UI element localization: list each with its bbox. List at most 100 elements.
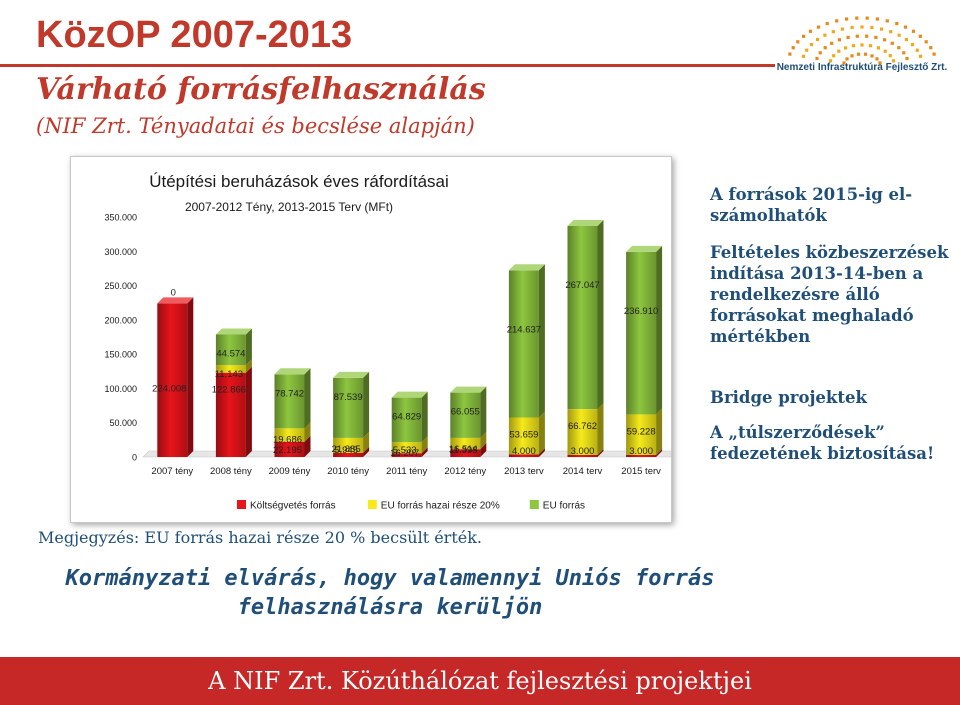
bar-top <box>450 386 487 393</box>
logo-dot <box>889 30 893 34</box>
data-label: 4.000 <box>512 446 536 457</box>
bar-segment <box>274 428 305 442</box>
bar-segment-side <box>597 448 604 457</box>
bar-segment-side <box>304 435 311 457</box>
data-label: 3.000 <box>629 446 653 457</box>
data-label: 267.047 <box>565 280 599 291</box>
legend-label: EU forrás <box>543 501 585 512</box>
bar-segment <box>567 454 598 457</box>
y-tick-label: 350.000 <box>104 213 137 223</box>
data-label: 21.885 <box>332 444 361 455</box>
page-subtitle-source: (NIF Zrt. Tényadatai és becslése alapján… <box>36 114 475 138</box>
nif-logo-icon <box>788 16 936 65</box>
bar-segment <box>215 334 246 366</box>
logo-dot <box>796 40 800 44</box>
page-subtitle: Várható forrásfelhasználás <box>36 72 486 107</box>
bar-segment-side <box>363 446 370 457</box>
logo-dot <box>840 27 844 31</box>
logo-dot <box>891 59 896 63</box>
bar-segment <box>215 372 246 457</box>
logo-dot <box>837 38 841 42</box>
bar-segment <box>274 441 305 457</box>
logo-dot <box>924 40 928 44</box>
x-tick-label: 2014 terv <box>563 466 603 477</box>
bar-segment-side <box>421 447 428 457</box>
x-tick-label: 2010 tény <box>327 466 369 477</box>
bar-top <box>274 368 311 375</box>
bar-segment <box>391 442 422 454</box>
bar-segment-side <box>480 386 487 438</box>
side-note-deadline: A források 2015-ig el-számolhatók <box>710 185 913 225</box>
page-title: KözOP 2007-2013 <box>36 14 353 56</box>
logo-dot <box>828 59 833 63</box>
y-tick-label: 0 <box>132 453 137 463</box>
data-label: 214.637 <box>507 324 541 335</box>
logo-dot <box>855 34 859 38</box>
bar-segment <box>391 453 422 457</box>
logo-dot <box>903 25 908 29</box>
logo-dot <box>860 25 864 29</box>
logo-dot <box>919 54 923 58</box>
data-label: 5.945 <box>334 445 358 456</box>
chart-panel: Útépítési beruházások éves ráfordításai 2… <box>70 156 672 523</box>
bar-segment-side <box>597 403 604 455</box>
bar-segment-side <box>245 366 252 457</box>
logo-dot <box>823 46 827 50</box>
logo-dot <box>846 35 850 39</box>
bar-segment-side <box>656 408 663 455</box>
data-label: 64.829 <box>392 412 421 423</box>
logo-dot <box>791 46 795 50</box>
bar-segment-side <box>187 297 194 457</box>
bar-segment-side <box>656 245 663 415</box>
bar-segment-side <box>656 448 663 457</box>
logo-dot <box>865 16 869 20</box>
data-label: 87.539 <box>334 392 363 403</box>
logo-dot <box>850 54 854 58</box>
bar-segment <box>626 251 657 415</box>
stacked-bar-chart: Útépítési beruházások éves ráfordításai 2… <box>104 172 671 512</box>
logo-dot <box>880 27 884 31</box>
logo-dot <box>837 49 841 53</box>
legend-swatch <box>529 500 539 509</box>
bar-segment-side <box>304 422 311 442</box>
bar-segment <box>508 454 539 457</box>
bar-top <box>567 220 604 227</box>
x-tick-label: 2008 tény <box>210 466 252 477</box>
logo-dot <box>815 56 819 61</box>
logo-dot <box>850 25 854 30</box>
bar-top <box>333 371 370 378</box>
bar-segment <box>508 270 539 418</box>
logo-dot <box>825 22 829 26</box>
bar-segment-side <box>304 368 311 429</box>
x-tick-label: 2015 terv <box>621 466 661 477</box>
logo-dot <box>868 44 873 48</box>
logo-dot <box>823 33 827 37</box>
legend-swatch <box>367 500 377 509</box>
y-tick-label: 200.000 <box>104 315 137 325</box>
bar-segment-side <box>597 220 604 410</box>
logo-dot <box>845 17 849 21</box>
data-label: 16.514 <box>449 444 478 455</box>
logo-dot <box>874 35 878 39</box>
bar-segment-side <box>538 264 545 418</box>
logo-dot <box>870 54 874 58</box>
data-label: 0 <box>171 287 176 298</box>
bar-segment-side <box>421 436 428 454</box>
logo-dot <box>802 34 806 38</box>
bar-segment-side <box>538 448 545 457</box>
side-note-procurement: Feltételes közbeszerzések indítása 2013-… <box>710 243 949 346</box>
logo-dot <box>911 29 916 33</box>
bar-segment <box>391 397 422 443</box>
bar-segment <box>333 437 364 453</box>
y-tick-label: 50.000 <box>109 418 137 428</box>
side-note-bridge: Bridge projektek <box>710 388 867 407</box>
logo-dot <box>808 29 813 33</box>
bar-segment <box>450 392 481 438</box>
footer-bar <box>0 657 960 705</box>
y-tick-label: 100.000 <box>104 384 137 394</box>
logo-dot <box>851 44 856 48</box>
side-note-coverage: A „túlszerződések” fedezetének biztosítá… <box>710 423 935 463</box>
bar-segment-side <box>245 328 252 366</box>
logo-dot <box>885 19 889 23</box>
logo-dot <box>897 46 901 50</box>
